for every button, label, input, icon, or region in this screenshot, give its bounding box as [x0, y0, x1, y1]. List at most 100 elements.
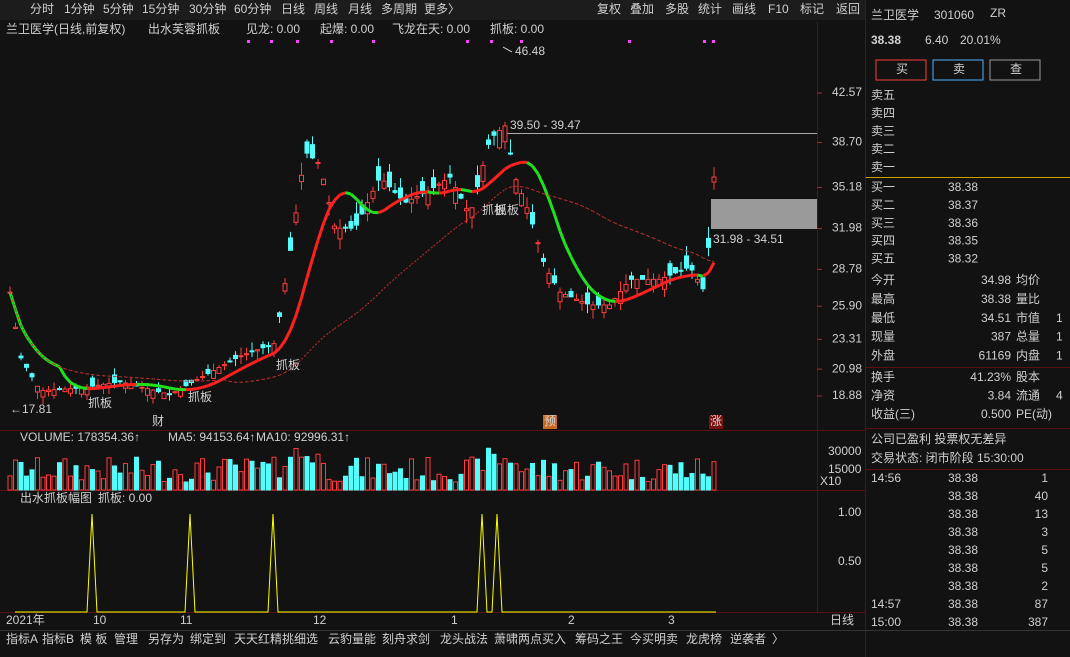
button-frame[interactable]: [875, 59, 927, 81]
bottom-tab[interactable]: 指标A: [6, 631, 38, 646]
bottom-tab[interactable]: 管理: [114, 631, 138, 646]
volume-bar: [612, 475, 618, 491]
ma-long: [20, 325, 27, 337]
period-tab[interactable]: 分时: [30, 2, 54, 16]
trade-button[interactable]: 卖: [953, 62, 965, 76]
signal-dot: [628, 40, 631, 43]
ma-long: [59, 366, 66, 370]
tool-button[interactable]: F10: [768, 2, 789, 16]
candle-body: [585, 292, 590, 305]
tool-button[interactable]: 复权: [597, 2, 621, 16]
ma-long: [466, 216, 473, 221]
volume-bar: [277, 477, 282, 491]
ma-line: [504, 164, 512, 171]
ma-line: [597, 294, 605, 300]
stat-name: 今开: [871, 272, 895, 287]
label: 兰卫医学(日线,前复权): [6, 21, 125, 36]
order-price: 38.38: [948, 180, 978, 194]
volume-bar: [552, 463, 557, 491]
candle-body: [156, 388, 161, 393]
bottom-tab[interactable]: 天天红精挑细选: [234, 631, 318, 646]
stat-value: 41.23%: [970, 370, 1011, 384]
bottom-tab[interactable]: 〉: [772, 632, 784, 646]
ma-line: [289, 315, 298, 331]
tool-button[interactable]: 画线: [732, 2, 756, 16]
volume-bar: [502, 458, 508, 491]
volume-bar: [491, 453, 497, 491]
bottom-tab[interactable]: 逆袭者: [730, 631, 766, 646]
bottom-tab[interactable]: 筹码之王: [575, 632, 623, 646]
x-axis-label: 10: [93, 613, 107, 627]
ma-long: [422, 250, 429, 256]
candle-body: [387, 171, 392, 188]
volume-bar: [464, 459, 469, 491]
ma-line: [377, 209, 385, 215]
label: VOLUME: 178354.36↑: [20, 430, 140, 444]
trade-button[interactable]: 买: [896, 62, 908, 76]
period-tab[interactable]: 日线: [281, 2, 305, 16]
period-tab[interactable]: 60分钟: [234, 1, 271, 16]
ma-long: [42, 356, 49, 362]
tool-button[interactable]: 返回: [836, 2, 860, 16]
volume-bar: [585, 475, 590, 491]
ma-long: [708, 259, 715, 262]
bottom-tab[interactable]: 另存为: [148, 632, 184, 646]
period-tab[interactable]: 月线: [348, 2, 372, 16]
tick-price: 38.38: [948, 471, 978, 485]
volume-bar: [24, 475, 29, 491]
period-tab[interactable]: 30分钟: [189, 1, 226, 16]
ma-long: [598, 213, 605, 218]
ma-long: [565, 199, 572, 203]
volume-bar: [645, 480, 651, 491]
ma-long: [702, 257, 709, 261]
tick-price: 38.38: [948, 489, 978, 503]
ma-line: [510, 162, 517, 168]
period-tab[interactable]: 周线: [314, 2, 338, 16]
candle-body: [112, 374, 117, 384]
ma-line: [322, 208, 331, 225]
tool-button[interactable]: 叠加: [630, 2, 654, 16]
bottom-tab[interactable]: 指标B: [42, 631, 74, 646]
ma-long: [279, 372, 286, 376]
x-axis-label: 12: [313, 613, 327, 627]
bottom-tab[interactable]: 龙虎榜: [686, 631, 722, 646]
tool-button[interactable]: 多股: [665, 2, 689, 16]
ma-long: [642, 233, 649, 237]
volume-bar: [568, 469, 574, 491]
period-tab[interactable]: 1分钟: [64, 1, 95, 16]
candle-body: [332, 225, 337, 230]
bottom-tab[interactable]: 萧啸两点买入: [494, 632, 566, 646]
tick-price: 38.38: [948, 579, 978, 593]
bottom-tab[interactable]: 龙头战法: [440, 632, 488, 646]
volume-bar: [200, 458, 205, 491]
period-tab[interactable]: 更多〉: [424, 2, 460, 16]
candle-body: [62, 388, 68, 393]
ma-line: [305, 258, 314, 279]
bottom-tab[interactable]: 模 板: [80, 632, 107, 646]
period-tab[interactable]: 15分钟: [142, 1, 179, 16]
volume-bar: [695, 458, 700, 491]
tick-time: 14:57: [871, 597, 901, 611]
ma-long: [433, 241, 440, 247]
bottom-tab[interactable]: 今买明卖: [630, 631, 678, 646]
signal-dot: [520, 40, 523, 43]
ma-line: [234, 367, 242, 374]
tool-button[interactable]: 标记: [800, 2, 824, 16]
label: 公司已盈利 投票权无差异: [871, 431, 1006, 446]
bottom-tab[interactable]: 刻舟求剑: [382, 631, 430, 646]
ma-long: [328, 328, 335, 334]
button-frame[interactable]: [932, 59, 984, 81]
marker: 涨: [710, 413, 722, 428]
volume-bar: [546, 475, 552, 491]
tool-button[interactable]: 统计: [698, 2, 722, 16]
order-level: 卖四: [871, 106, 895, 120]
volume-bar: [172, 469, 178, 491]
period-tab[interactable]: 5分钟: [103, 1, 134, 16]
bottom-tab[interactable]: 云豹量能: [328, 631, 376, 646]
trade-button[interactable]: 查: [1010, 62, 1022, 76]
button-frame[interactable]: [989, 59, 1041, 81]
label: ZR: [990, 6, 1006, 20]
period-tab[interactable]: 多周期: [381, 2, 417, 16]
bottom-tab[interactable]: 绑定到: [190, 631, 226, 646]
ma-line: [675, 275, 682, 281]
